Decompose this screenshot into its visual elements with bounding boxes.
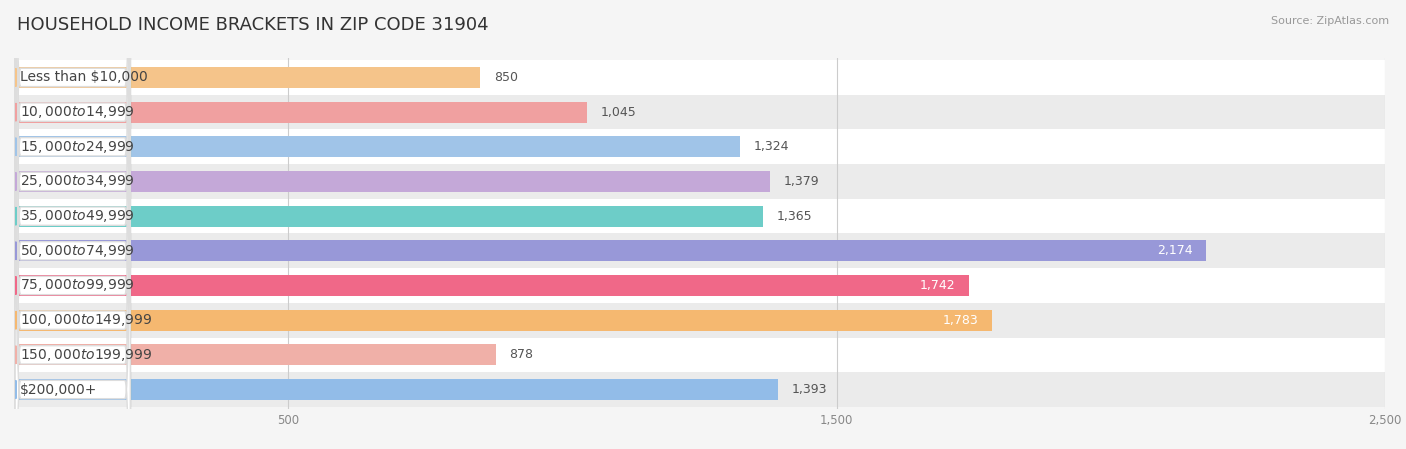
Bar [14,240,1206,261]
Bar [14,95,1385,129]
Text: 1,742: 1,742 [920,279,956,292]
FancyBboxPatch shape [15,0,131,449]
FancyBboxPatch shape [15,0,131,449]
Text: 1,365: 1,365 [776,210,811,223]
Bar [14,60,1385,95]
FancyBboxPatch shape [15,52,131,449]
Text: 1,393: 1,393 [792,383,827,396]
Text: 1,379: 1,379 [785,175,820,188]
Text: 1,045: 1,045 [600,106,637,119]
Bar [14,233,1385,268]
Bar [14,67,481,88]
FancyBboxPatch shape [15,0,131,449]
Bar [14,379,778,400]
Bar [14,136,740,157]
Text: 878: 878 [509,348,533,361]
Text: $10,000 to $14,999: $10,000 to $14,999 [20,104,135,120]
Text: 1,324: 1,324 [754,140,789,153]
Bar [14,310,991,330]
Text: $35,000 to $49,999: $35,000 to $49,999 [20,208,135,224]
Bar [14,268,1385,303]
Bar [14,171,770,192]
Text: HOUSEHOLD INCOME BRACKETS IN ZIP CODE 31904: HOUSEHOLD INCOME BRACKETS IN ZIP CODE 31… [17,16,488,34]
Text: $100,000 to $149,999: $100,000 to $149,999 [20,312,152,328]
Text: 850: 850 [494,71,517,84]
FancyBboxPatch shape [15,0,131,449]
Text: $15,000 to $24,999: $15,000 to $24,999 [20,139,135,155]
Text: $75,000 to $99,999: $75,000 to $99,999 [20,277,135,294]
Text: $50,000 to $74,999: $50,000 to $74,999 [20,243,135,259]
Bar [14,338,1385,372]
Bar [14,199,1385,233]
FancyBboxPatch shape [15,17,131,449]
FancyBboxPatch shape [15,0,131,415]
Bar [14,303,1385,338]
FancyBboxPatch shape [15,0,131,449]
Bar [14,344,495,365]
FancyBboxPatch shape [15,0,131,449]
Bar [14,129,1385,164]
Text: 2,174: 2,174 [1157,244,1192,257]
Text: Less than $10,000: Less than $10,000 [20,70,148,84]
Bar [14,372,1385,407]
Text: 1,783: 1,783 [942,314,979,327]
Text: $200,000+: $200,000+ [20,383,97,396]
Text: $150,000 to $199,999: $150,000 to $199,999 [20,347,152,363]
Bar [14,206,762,227]
Text: Source: ZipAtlas.com: Source: ZipAtlas.com [1271,16,1389,26]
FancyBboxPatch shape [15,0,131,449]
Bar [14,164,1385,199]
Bar [14,102,588,123]
Text: $25,000 to $34,999: $25,000 to $34,999 [20,173,135,189]
Bar [14,275,969,296]
